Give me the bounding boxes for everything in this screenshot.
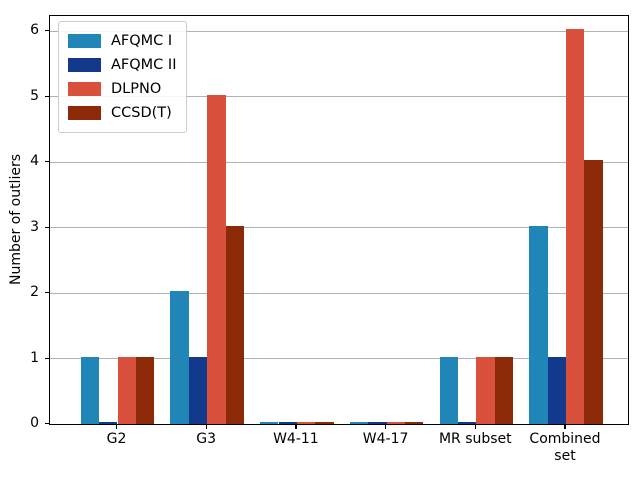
x-tick [474, 424, 476, 429]
gridline [50, 96, 628, 98]
bar-afqmc-i-g3 [170, 291, 189, 424]
bar-ccsd-t-w4-11 [315, 422, 334, 424]
legend-item-afqmc-i: AFQMC I [68, 29, 176, 53]
bar-afqmc-ii-g2 [99, 422, 118, 424]
y-tick-label: 4 [30, 153, 39, 170]
y-tick [45, 161, 49, 163]
bar-afqmc-i-w4-17 [349, 422, 369, 424]
gridline [50, 30, 628, 32]
gridline [50, 292, 628, 294]
bar-dlpno-mr-subset [476, 356, 495, 424]
gridline [50, 358, 628, 359]
y-tick-label: 1 [30, 349, 39, 366]
plot-area [49, 15, 629, 425]
legend-item-ccsd-t: CCSD(T) [68, 101, 176, 125]
x-tick-label-w4-17: W4-17 [362, 431, 409, 447]
gridline [50, 227, 628, 229]
legend-swatch-afqmc-i [68, 34, 101, 48]
x-tick [205, 424, 207, 429]
y-tick [45, 423, 49, 425]
bar-ccsd-t-w4-17 [405, 422, 424, 424]
x-tick [564, 424, 566, 429]
y-tick-label: 6 [30, 22, 39, 39]
bar-dlpno-g2 [117, 356, 136, 424]
x-tick-label-combined-set: Combined set [529, 431, 601, 464]
bar-afqmc-ii-mr-subset [457, 422, 477, 424]
bar-ccsd-t-combined-set [584, 160, 603, 424]
y-tick [45, 226, 49, 228]
x-tick-label-mr-subset: MR subset [438, 431, 512, 447]
bar-afqmc-ii-combined-set [547, 356, 566, 424]
bar-dlpno-g3 [207, 94, 226, 424]
legend-swatch-ccsd-t [68, 106, 101, 120]
x-tick-label-g3: G3 [196, 431, 217, 447]
bar-afqmc-ii-w4-17 [368, 422, 387, 424]
x-tick [115, 424, 118, 429]
x-tick-label-g2: G2 [106, 431, 127, 447]
legend-swatch-afqmc-ii [68, 58, 101, 72]
y-tick-label: 5 [30, 87, 39, 104]
y-tick [45, 30, 49, 32]
y-tick-label: 0 [30, 415, 39, 431]
legend-item-afqmc-ii: AFQMC II [68, 53, 176, 77]
bar-ccsd-t-mr-subset [494, 356, 514, 424]
bar-afqmc-i-w4-11 [260, 422, 279, 424]
bar-afqmc-i-combined-set [529, 225, 548, 424]
bar-ccsd-t-g2 [135, 356, 155, 424]
legend: AFQMC I AFQMC II DLPNO CCSD(T) [58, 21, 188, 133]
bar-afqmc-ii-g3 [188, 356, 208, 424]
gridline [50, 161, 628, 163]
x-tick [295, 424, 297, 429]
legend-label: AFQMC II [111, 57, 177, 73]
y-tick-label: 3 [30, 218, 39, 235]
y-tick [45, 95, 49, 97]
x-tick [384, 424, 387, 429]
bar-afqmc-i-g2 [80, 356, 100, 424]
y-tick [45, 357, 49, 359]
bar-dlpno-combined-set [566, 29, 585, 424]
bar-ccsd-t-g3 [225, 225, 244, 424]
bar-afqmc-i-mr-subset [439, 356, 458, 424]
y-tick [45, 292, 49, 294]
y-tick-label: 2 [30, 284, 39, 301]
bar-dlpno-w4-17 [386, 422, 405, 424]
legend-label: DLPNO [111, 81, 162, 97]
legend-label: AFQMC I [111, 33, 173, 49]
bar-afqmc-ii-w4-11 [278, 422, 297, 424]
legend-item-dlpno: DLPNO [68, 77, 176, 101]
legend-label: CCSD(T) [111, 105, 172, 121]
x-tick-label-w4-11: W4-11 [273, 431, 319, 447]
bar-dlpno-w4-11 [296, 422, 316, 424]
legend-swatch-dlpno [68, 82, 101, 96]
